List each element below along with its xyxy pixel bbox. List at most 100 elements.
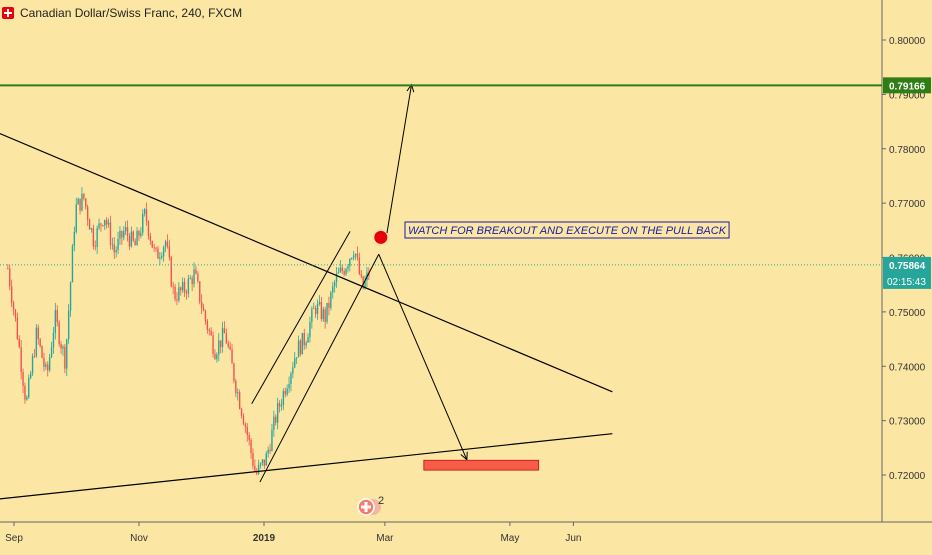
candle-body [326, 302, 328, 322]
candle-body [356, 253, 359, 258]
candle-body [100, 223, 102, 226]
candle-body [24, 385, 26, 400]
candle-body [347, 266, 349, 269]
candle-body [56, 309, 58, 323]
candle-body [206, 320, 209, 330]
time-tick-label: May [500, 533, 519, 544]
candle-body [77, 198, 79, 205]
candle-body [309, 322, 311, 338]
events-badge[interactable]: 2 [357, 495, 384, 516]
candle-body [16, 317, 19, 339]
candle-body [67, 310, 70, 340]
candle-body [204, 310, 207, 321]
candle-body [333, 282, 336, 287]
candle-body [162, 247, 165, 257]
candle-body [60, 344, 62, 349]
candle-body [178, 287, 180, 301]
candle-body [187, 278, 190, 294]
candle-body [214, 353, 216, 360]
candle-body [54, 309, 57, 333]
candle-body [117, 238, 119, 250]
candle-body [335, 273, 338, 283]
candle-body [216, 354, 218, 360]
candle-body [142, 213, 144, 233]
price-labels: 0.79166 0.75864 02:15:43 [0, 77, 931, 289]
channel-lower-line[interactable] [259, 254, 380, 483]
candle-body [297, 340, 300, 358]
candle-body [58, 322, 60, 345]
candle-body [275, 416, 277, 423]
candle-body [292, 367, 294, 374]
candle-body [313, 307, 315, 309]
candle-body [351, 257, 353, 259]
channel-upper-line[interactable] [251, 231, 351, 405]
candle-body [322, 309, 324, 320]
candle-body [153, 247, 155, 249]
price-tick-label: 0.75000 [889, 308, 926, 319]
candle-body [28, 378, 30, 398]
candle-body [295, 357, 298, 359]
target-zone-box[interactable] [423, 459, 540, 471]
events-count: 2 [378, 495, 384, 507]
price-tick-label: 0.80000 [889, 36, 926, 47]
event-flag-cross-v [364, 502, 368, 512]
candle-body [102, 225, 104, 226]
candle-body [256, 471, 258, 474]
candle-body [130, 231, 133, 247]
candle-body [341, 267, 343, 272]
candle-body [66, 339, 68, 369]
candle-body [113, 244, 115, 253]
candle-body [166, 241, 169, 246]
candle-body [123, 231, 125, 238]
candle-body [128, 235, 131, 247]
candle-body [75, 204, 77, 232]
candle-body [107, 222, 110, 225]
breakout-point-marker[interactable] [374, 230, 388, 244]
candle-body [267, 449, 269, 454]
candle-body [119, 230, 121, 239]
time-tick-label: 2019 [253, 533, 276, 544]
time-tick-label: Mar [376, 533, 394, 544]
candle-body [64, 346, 66, 369]
candle-body [26, 397, 28, 400]
price-tick-label: 0.72000 [889, 471, 926, 482]
candle-body [105, 219, 108, 225]
candle-body [98, 223, 100, 229]
lower-trendline[interactable] [0, 433, 613, 500]
candle-body [71, 245, 74, 283]
candle-body [349, 258, 351, 267]
candle-body [47, 364, 49, 371]
candle-body [14, 309, 17, 318]
candle-body [191, 278, 193, 285]
candle-body [168, 245, 171, 258]
candle-body [88, 219, 91, 230]
breakout-arrow-up[interactable] [386, 84, 413, 234]
candle-body [316, 303, 319, 314]
candle-body [79, 198, 81, 211]
candle-body [354, 253, 357, 256]
candle-body [145, 209, 148, 222]
annotation-box[interactable] [404, 221, 730, 239]
pullback-arrow-down[interactable] [378, 254, 468, 460]
candle-body [90, 228, 93, 230]
candle-body [231, 349, 233, 364]
candle-body [81, 193, 83, 211]
candle-body [307, 337, 309, 343]
candle-body [305, 342, 307, 346]
candle-body [320, 302, 323, 320]
upper-trendline[interactable] [0, 129, 613, 393]
candle-body [252, 452, 254, 467]
candle-body [343, 271, 345, 275]
candle-body [276, 403, 279, 423]
pullback-arrow-down-head [460, 451, 468, 461]
time-tick-label: Nov [130, 533, 148, 544]
candle-body [221, 328, 224, 347]
candle-body [164, 241, 167, 248]
candle-body [126, 227, 129, 236]
candle-body [132, 231, 134, 241]
candle-body [240, 408, 243, 416]
candle-body [301, 333, 304, 355]
candle-body [202, 307, 205, 311]
